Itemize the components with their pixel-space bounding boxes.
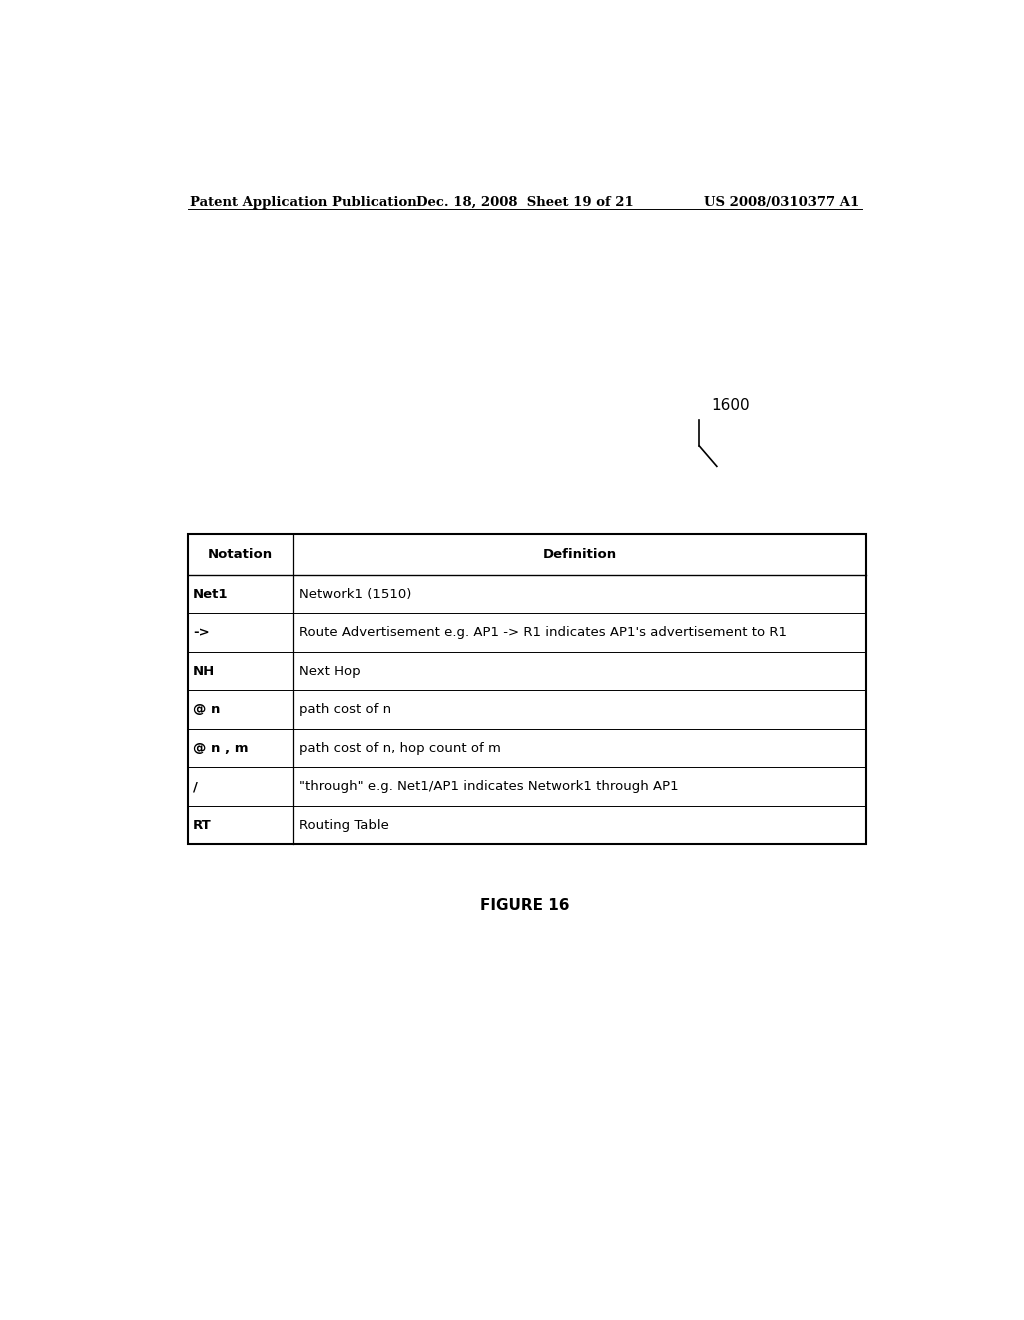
Text: @ n: @ n	[193, 704, 220, 717]
Text: FIGURE 16: FIGURE 16	[480, 898, 569, 913]
Text: Definition: Definition	[543, 548, 616, 561]
Text: ->: ->	[193, 626, 210, 639]
Text: Patent Application Publication: Patent Application Publication	[189, 195, 417, 209]
Text: Route Advertisement e.g. AP1 -> R1 indicates AP1's advertisement to R1: Route Advertisement e.g. AP1 -> R1 indic…	[299, 626, 787, 639]
Text: Net1: Net1	[193, 587, 228, 601]
Text: Network1 (1510): Network1 (1510)	[299, 587, 412, 601]
Text: RT: RT	[193, 818, 212, 832]
Text: "through" e.g. Net1/AP1 indicates Network1 through AP1: "through" e.g. Net1/AP1 indicates Networ…	[299, 780, 679, 793]
Text: Routing Table: Routing Table	[299, 818, 389, 832]
Text: path cost of n: path cost of n	[299, 704, 391, 717]
Text: path cost of n, hop count of m: path cost of n, hop count of m	[299, 742, 502, 755]
Text: NH: NH	[193, 664, 215, 677]
Text: 1600: 1600	[712, 397, 750, 412]
Text: Notation: Notation	[208, 548, 272, 561]
Text: Dec. 18, 2008  Sheet 19 of 21: Dec. 18, 2008 Sheet 19 of 21	[416, 195, 634, 209]
Text: @ n , m: @ n , m	[193, 742, 249, 755]
Text: Next Hop: Next Hop	[299, 664, 361, 677]
Bar	[187, 535, 866, 845]
Text: /: /	[193, 780, 198, 793]
Text: US 2008/0310377 A1: US 2008/0310377 A1	[705, 195, 860, 209]
